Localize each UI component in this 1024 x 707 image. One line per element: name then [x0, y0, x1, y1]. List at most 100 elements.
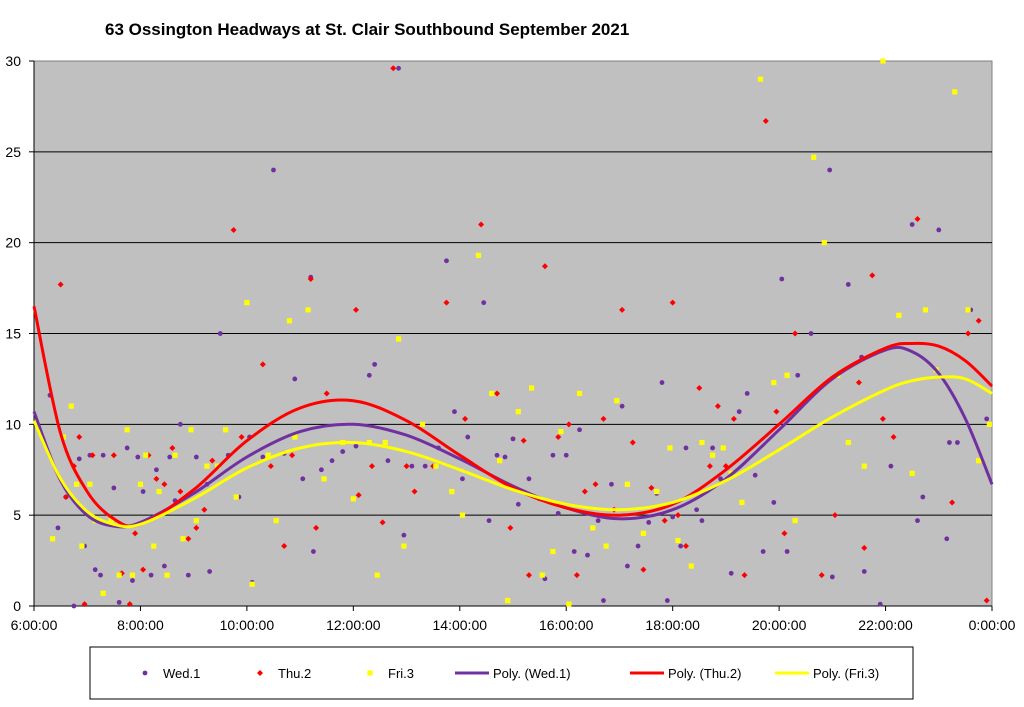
- data-point-series-1: [481, 300, 487, 306]
- data-point-series-1: [460, 476, 465, 482]
- data-point-series-1: [571, 549, 577, 554]
- data-point-series-2: [879, 415, 886, 422]
- data-point-series-2: [792, 330, 799, 337]
- data-point-series-1: [193, 454, 199, 460]
- data-point-series-1: [353, 443, 359, 449]
- data-point-series-1: [366, 372, 372, 378]
- data-point-series-2: [661, 517, 668, 524]
- data-point-series-2: [781, 530, 788, 537]
- data-point-series-1: [444, 258, 449, 264]
- data-point-series-2: [869, 272, 876, 279]
- data-point-series-3: [137, 481, 144, 487]
- data-point-series-1: [646, 520, 652, 525]
- data-point-series-2: [914, 216, 921, 223]
- legend-label: Poly. (Fri.3): [813, 666, 879, 681]
- data-point-series-1: [292, 376, 298, 382]
- data-point-series-2: [741, 572, 748, 579]
- x-tick-label: 18:00:00: [645, 617, 700, 633]
- x-tick-label: 20:00:00: [752, 617, 807, 633]
- trendline-series-5: [32, 305, 994, 528]
- data-point-series-3: [475, 252, 482, 258]
- data-point-series-3: [909, 470, 915, 476]
- data-point-series-1: [154, 467, 159, 473]
- data-point-series-1: [177, 421, 183, 427]
- data-point-series-1: [984, 416, 990, 422]
- data-point-series-1: [760, 549, 766, 554]
- data-point-series-2: [818, 572, 825, 579]
- data-point-series-3: [603, 543, 609, 549]
- data-point-series-3: [265, 452, 271, 458]
- data-point-series-1: [526, 476, 532, 482]
- data-point-series-2: [573, 572, 580, 579]
- data-point-series-1: [752, 472, 758, 478]
- data-point-series-1: [515, 501, 521, 507]
- data-point-series-3: [539, 572, 545, 578]
- data-point-series-2: [629, 439, 636, 446]
- data-point-series-2: [267, 463, 274, 470]
- data-point-series-3: [151, 543, 157, 549]
- data-point-series-2: [462, 415, 469, 422]
- data-point-series-1: [130, 578, 135, 583]
- data-point-series-1: [124, 445, 130, 451]
- data-point-series-2: [126, 601, 133, 608]
- data-point-series-1: [585, 552, 590, 558]
- legend-marker: [257, 670, 263, 676]
- data-point-series-1: [260, 454, 266, 460]
- data-point-series-1: [100, 452, 106, 458]
- data-point-series-2: [355, 492, 362, 499]
- data-point-series-1: [625, 563, 630, 569]
- data-markers: [47, 58, 992, 609]
- data-point-series-1: [550, 452, 556, 458]
- data-point-series-3: [497, 458, 503, 464]
- data-point-series-1: [664, 598, 670, 603]
- data-point-series-2: [201, 506, 208, 513]
- data-point-series-3: [976, 458, 982, 464]
- data-point-series-3: [244, 300, 250, 306]
- data-point-series-3: [273, 518, 279, 524]
- data-point-series-1: [784, 549, 790, 554]
- data-point-series-3: [68, 403, 74, 409]
- data-point-series-1: [829, 574, 835, 580]
- data-point-series-2: [185, 535, 192, 542]
- data-point-series-1: [944, 536, 950, 542]
- data-point-series-3: [861, 463, 867, 469]
- data-point-series-1: [659, 380, 665, 385]
- data-point-series-3: [590, 525, 596, 531]
- data-point-series-2: [259, 361, 266, 368]
- data-point-series-2: [169, 444, 176, 451]
- x-tick-label: 6:00:00: [11, 617, 58, 633]
- data-point-series-3: [433, 463, 439, 469]
- trendline-series-6: [32, 375, 993, 529]
- data-point-series-2: [600, 415, 607, 422]
- data-point-series-2: [831, 512, 838, 519]
- data-point-series-1: [311, 549, 316, 554]
- data-point-series-1: [744, 391, 750, 396]
- data-point-series-2: [323, 390, 330, 397]
- data-point-series-2: [209, 457, 216, 464]
- data-point-series-1: [111, 485, 117, 491]
- data-point-series-3: [739, 499, 745, 506]
- x-axis-ticks: 6:00:00 8:00:00 10:00:00 12:00:00 14:00:00 16…: [11, 605, 1016, 633]
- data-point-series-1: [510, 436, 516, 442]
- data-point-series-3: [143, 452, 149, 458]
- data-point-series-1: [601, 598, 606, 603]
- data-point-series-3: [459, 512, 466, 518]
- data-point-series-1: [771, 500, 777, 505]
- y-tick-label: 10: [5, 416, 21, 432]
- data-point-series-2: [861, 544, 868, 551]
- data-point-series-2: [57, 281, 64, 288]
- legend: Wed.1 Thu.2 Fri.3 Poly. (Wed.1) Poly. (Thu.2…: [142, 666, 879, 681]
- data-point-series-1: [678, 543, 684, 549]
- y-tick-label: 20: [5, 235, 21, 251]
- data-point-series-2: [855, 379, 862, 386]
- data-point-series-1: [329, 458, 335, 464]
- data-point-series-2: [89, 452, 96, 459]
- data-point-series-3: [382, 439, 388, 446]
- data-point-series-3: [699, 439, 705, 446]
- data-point-series-1: [98, 572, 103, 578]
- data-point-series-1: [861, 569, 867, 574]
- data-point-series-2: [289, 452, 296, 459]
- data-point-series-3: [156, 488, 162, 495]
- data-point-series-3: [720, 445, 726, 451]
